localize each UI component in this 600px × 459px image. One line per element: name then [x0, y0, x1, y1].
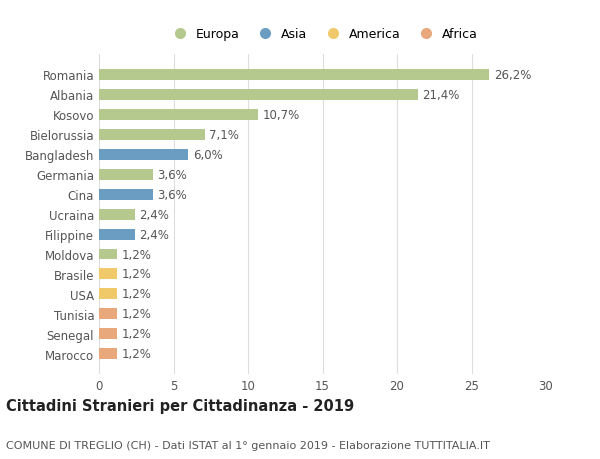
Bar	[99, 129, 205, 140]
Text: Cittadini Stranieri per Cittadinanza - 2019: Cittadini Stranieri per Cittadinanza - 2…	[6, 398, 354, 413]
Text: 7,1%: 7,1%	[209, 129, 239, 141]
Text: 1,2%: 1,2%	[121, 288, 151, 301]
Bar	[99, 149, 188, 160]
Text: 21,4%: 21,4%	[422, 89, 460, 101]
Bar	[99, 70, 490, 80]
Text: COMUNE DI TREGLIO (CH) - Dati ISTAT al 1° gennaio 2019 - Elaborazione TUTTITALIA: COMUNE DI TREGLIO (CH) - Dati ISTAT al 1…	[6, 440, 490, 450]
Text: 26,2%: 26,2%	[494, 68, 531, 82]
Text: 1,2%: 1,2%	[121, 347, 151, 361]
Bar	[99, 169, 152, 180]
Bar	[99, 329, 117, 340]
Text: 2,4%: 2,4%	[139, 228, 169, 241]
Bar	[99, 269, 117, 280]
Bar	[99, 309, 117, 320]
Bar	[99, 349, 117, 359]
Bar	[99, 189, 152, 200]
Bar	[99, 109, 259, 120]
Text: 1,2%: 1,2%	[121, 328, 151, 341]
Bar	[99, 209, 135, 220]
Text: 3,6%: 3,6%	[157, 168, 187, 181]
Legend: Europa, Asia, America, Africa: Europa, Asia, America, Africa	[163, 23, 482, 46]
Bar	[99, 289, 117, 300]
Text: 1,2%: 1,2%	[121, 308, 151, 321]
Text: 1,2%: 1,2%	[121, 248, 151, 261]
Text: 1,2%: 1,2%	[121, 268, 151, 281]
Text: 2,4%: 2,4%	[139, 208, 169, 221]
Bar	[99, 249, 117, 260]
Text: 3,6%: 3,6%	[157, 188, 187, 201]
Text: 6,0%: 6,0%	[193, 148, 223, 161]
Text: 10,7%: 10,7%	[263, 108, 300, 122]
Bar	[99, 229, 135, 240]
Bar	[99, 90, 418, 101]
